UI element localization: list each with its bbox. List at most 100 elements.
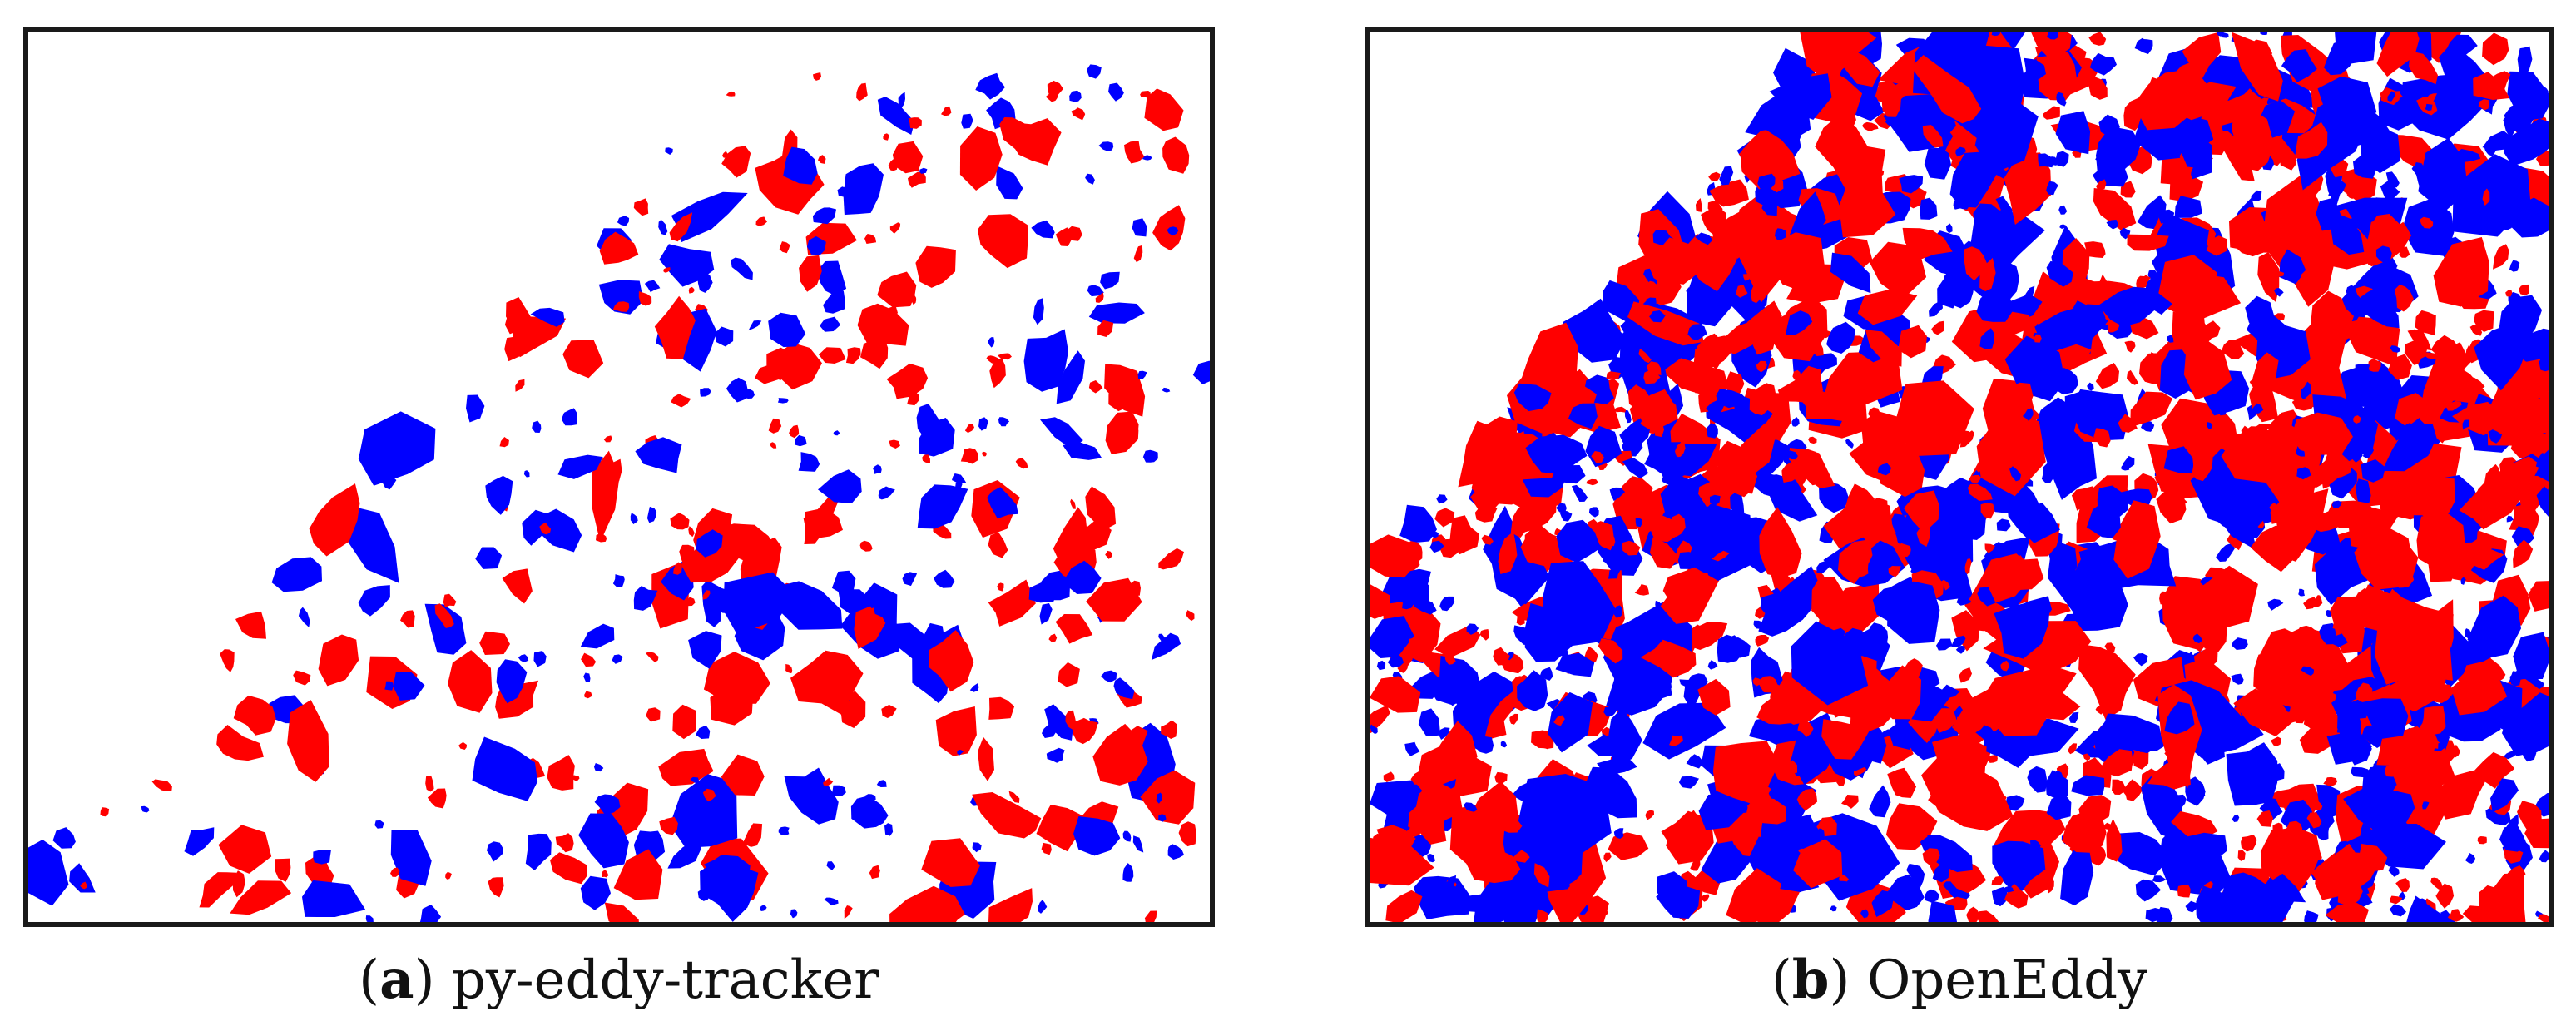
eddy-blob xyxy=(1785,310,1813,335)
eddy-blob xyxy=(414,434,427,449)
eddy-blob xyxy=(988,532,1008,558)
eddy-blob xyxy=(2325,627,2348,647)
eddy-blob xyxy=(515,379,525,392)
eddy-blob xyxy=(770,442,777,449)
eddy-blob xyxy=(1895,516,1918,543)
eddy-blob xyxy=(220,649,235,672)
eddy-blob xyxy=(844,905,853,919)
eddy-blob xyxy=(2207,422,2213,429)
eddy-blob xyxy=(512,316,567,358)
eddy-blob xyxy=(1661,810,1710,858)
eddy-blob xyxy=(721,146,751,178)
eddy-blob xyxy=(1523,806,1575,850)
eddy-blob xyxy=(2298,588,2305,597)
eddy-blob xyxy=(2083,294,2093,305)
eddy-blob xyxy=(1088,380,1103,394)
eddy-blob xyxy=(2000,660,2009,672)
eddy-blob xyxy=(1708,171,1721,181)
eddy-blob xyxy=(659,244,715,287)
eddy-blob xyxy=(216,725,264,761)
eddy-blob xyxy=(384,681,394,691)
eddy-blob xyxy=(1751,796,1786,826)
eddy-blob xyxy=(1929,300,1943,317)
eddy-blob xyxy=(1768,480,1818,522)
eddy-blob xyxy=(1697,333,1724,370)
eddy-blob xyxy=(1930,454,1940,467)
eddy-blob xyxy=(1383,771,1395,782)
eddy-blob xyxy=(1938,274,1975,309)
eddy-blob xyxy=(1756,360,1767,373)
eddy-blob xyxy=(293,670,311,686)
eddy-blob xyxy=(1086,577,1142,622)
eddy-blob xyxy=(1500,740,1508,748)
eddy-blob xyxy=(2272,270,2285,278)
eddy-blob xyxy=(1509,713,1518,725)
eddy-blob xyxy=(525,833,552,870)
eddy-blob xyxy=(1627,301,1704,346)
eddy-blob xyxy=(2113,500,2161,579)
eddy-blob xyxy=(445,871,452,880)
eddy-blob xyxy=(365,915,374,922)
eddy-blob xyxy=(1977,910,1999,922)
eddy-blob xyxy=(2134,37,2149,52)
eddy-blob xyxy=(2233,688,2295,736)
eddy-blob xyxy=(1622,540,1641,556)
eddy-blob xyxy=(1608,707,1642,764)
eddy-blob xyxy=(1162,136,1190,174)
eddy-blob xyxy=(1167,226,1179,236)
eddy-blob xyxy=(2530,586,2549,606)
eddy-blob xyxy=(1888,721,1920,750)
eddy-blob xyxy=(1786,450,1798,460)
eddy-blob xyxy=(2046,260,2073,287)
eddy-blob xyxy=(28,840,69,906)
eddy-blob xyxy=(2150,844,2162,856)
eddy-blob xyxy=(2185,900,2197,913)
eddy-blob xyxy=(1992,840,2046,897)
eddy-blob xyxy=(1033,298,1044,325)
eddy-blob xyxy=(2281,49,2317,82)
eddy-blob xyxy=(975,72,1005,100)
eddy-blob xyxy=(2191,317,2205,333)
eddy-blob xyxy=(584,691,592,699)
eddy-blob xyxy=(2470,547,2504,570)
eddy-blob xyxy=(2347,316,2400,367)
eddy-blob xyxy=(1917,821,1929,840)
eddy-blob xyxy=(2167,335,2174,343)
eddy-blob xyxy=(522,509,548,546)
eddy-blob xyxy=(1036,805,1087,852)
eddy-blob xyxy=(703,652,770,704)
eddy-blob xyxy=(1463,802,1478,812)
eddy-blob xyxy=(2390,895,2403,905)
eddy-blob xyxy=(2452,154,2531,237)
eddy-blob xyxy=(1710,624,1719,635)
eddy-blob xyxy=(1603,614,1672,698)
eddy-blob xyxy=(2266,763,2285,782)
eddy-blob xyxy=(2522,748,2537,762)
eddy-blob xyxy=(2394,285,2414,312)
eddy-blob xyxy=(1751,285,1760,304)
eddy-blob xyxy=(1517,670,1548,711)
eddy-blob xyxy=(2296,625,2316,640)
eddy-blob xyxy=(1973,203,2001,238)
eddy-blob xyxy=(419,905,442,922)
eddy-blob xyxy=(2512,328,2549,362)
eddy-blob xyxy=(2335,32,2377,64)
eddy-map-panel-a xyxy=(23,27,1215,927)
eddy-blob xyxy=(696,725,711,739)
eddy-blob xyxy=(1873,553,1893,568)
eddy-blob xyxy=(1415,780,1464,836)
eddy-blob xyxy=(1745,92,1793,138)
eddy-blob xyxy=(1649,310,1666,323)
eddy-blob xyxy=(2384,764,2400,777)
eddy-blob xyxy=(1513,383,1552,412)
eddy-blob xyxy=(184,827,215,856)
eddy-blob xyxy=(1622,457,1649,479)
eddy-blob xyxy=(1870,498,1888,510)
eddy-blob xyxy=(2003,885,2014,893)
eddy-blob xyxy=(785,664,793,674)
eddy-blob xyxy=(2221,340,2245,359)
eddy-blob xyxy=(663,267,671,273)
eddy-blob xyxy=(997,582,1004,592)
eddy-blob xyxy=(1650,515,1679,543)
eddy-blob xyxy=(1916,523,1930,547)
